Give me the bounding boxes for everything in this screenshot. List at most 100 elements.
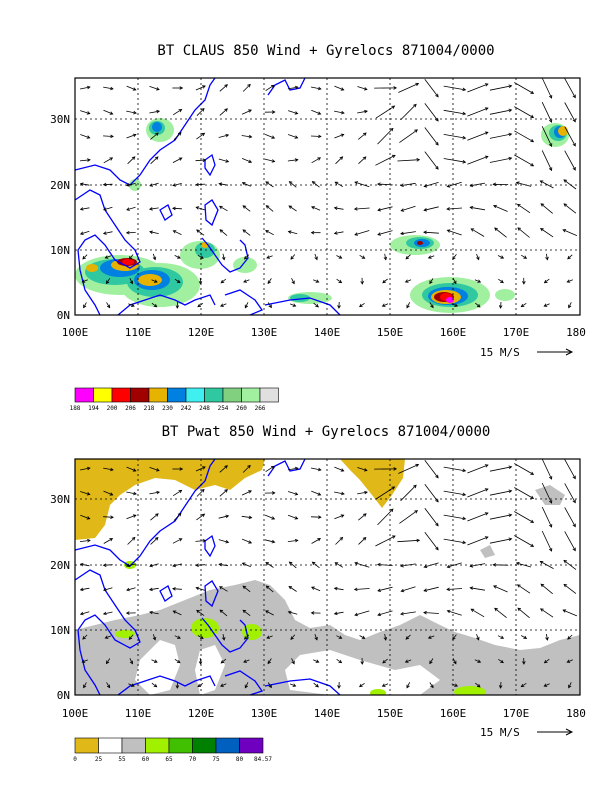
- pwat-field: [75, 459, 580, 695]
- wind-arrow: [172, 489, 183, 497]
- wind-arrow: [564, 102, 576, 123]
- wind-arrow: [567, 254, 573, 260]
- wind-arrow: [475, 682, 481, 688]
- wind-arrow: [149, 230, 159, 235]
- colorbar-label: 260: [236, 405, 247, 412]
- colorbar-label: 60: [142, 756, 150, 763]
- wind-arrow: [265, 610, 274, 616]
- wind-arrow: [242, 609, 251, 617]
- wind-arrow: [498, 301, 503, 309]
- wind-arrow: [494, 227, 507, 238]
- wind-arrow: [149, 109, 161, 114]
- wind-arrow: [220, 683, 227, 687]
- colorbar: 188 194 200 206 218 230 242 248 254 260 266: [70, 387, 279, 412]
- x-tick-label: 110E: [125, 326, 152, 339]
- wind-arrow: [126, 110, 137, 115]
- colorbar-swatch: [74, 737, 99, 754]
- wind-arrow: [493, 204, 508, 212]
- wind-arrow: [264, 539, 276, 544]
- wind-arrow: [241, 515, 253, 520]
- wind-arrow: [377, 230, 393, 236]
- wind-arrow: [264, 158, 276, 163]
- wind-arrow: [541, 506, 553, 528]
- wind-arrow: [128, 634, 134, 640]
- colorbar-swatch: [167, 387, 187, 403]
- colorbar-label: 75: [212, 756, 220, 763]
- wind-arrow: [404, 659, 412, 663]
- wind-arrow: [265, 84, 275, 92]
- wind-arrow: [470, 608, 485, 618]
- colorbar-swatch: [239, 737, 264, 754]
- wind-arrow: [219, 465, 228, 473]
- wind-arrow: [359, 682, 365, 688]
- coastlines: [75, 78, 341, 315]
- wind-arrow: [522, 277, 526, 285]
- colorbar-swatch: [222, 387, 242, 403]
- x-tick-label: 170E: [503, 326, 530, 339]
- wind-arrow: [290, 634, 296, 640]
- wind-arrow: [423, 206, 439, 212]
- wind-arrow: [175, 681, 180, 689]
- wind-arrow: [82, 634, 88, 640]
- wind-arrow: [310, 86, 322, 91]
- wind-arrow: [218, 514, 230, 519]
- colorbar-label: 230: [162, 405, 173, 412]
- wind-arrow: [287, 110, 299, 115]
- wind-arrow: [105, 658, 111, 665]
- wind-arrow: [452, 658, 457, 665]
- wind-arrow: [149, 490, 161, 495]
- wind-arrow: [406, 682, 411, 689]
- wind-arrow: [151, 659, 158, 663]
- wind-arrow: [79, 207, 90, 211]
- wind-arrow: [106, 302, 111, 309]
- wind-arrow: [127, 156, 136, 165]
- wind-arrow: [334, 110, 345, 115]
- wind-arrow: [195, 466, 206, 472]
- colorbar-swatch: [148, 387, 168, 403]
- wind-arrow: [467, 107, 489, 117]
- x-tick-label: 150E: [377, 707, 404, 720]
- wind-arrow: [429, 278, 434, 285]
- wind-arrow: [287, 610, 298, 615]
- colorbar-label: 25: [95, 756, 103, 763]
- wind-arrow: [197, 254, 204, 259]
- wind-arrow: [102, 231, 113, 235]
- wind-arrow: [498, 278, 504, 284]
- wind-arrow: [541, 530, 553, 552]
- wind-arrow: [266, 635, 273, 639]
- wind-arrow: [172, 108, 183, 116]
- wind-arrow: [400, 586, 416, 593]
- wind-arrow: [470, 228, 485, 237]
- wind-arrow: [152, 634, 157, 641]
- wind-arrow: [514, 487, 535, 499]
- y-axis-labels: 0N 10N 20N 30N: [50, 113, 70, 322]
- wind-arrow: [489, 156, 513, 163]
- wind-arrow: [475, 302, 481, 308]
- wind-arrow: [517, 607, 530, 619]
- wind-arrow: [358, 513, 367, 521]
- wind-arrow: [497, 635, 505, 639]
- wind-arrow: [241, 134, 253, 139]
- wind-arrow: [173, 132, 182, 141]
- wind-arrow: [517, 227, 530, 238]
- wind-arrow: [266, 255, 273, 259]
- y-tick-label: 0N: [57, 689, 70, 702]
- wind-arrow: [267, 658, 272, 665]
- wind-arrow: [104, 255, 112, 259]
- wind-arrow: [452, 634, 457, 641]
- wind-arrow: [383, 253, 388, 261]
- wind-arrow: [469, 586, 486, 591]
- wind-arrow: [446, 562, 462, 569]
- wind-arrow: [498, 681, 503, 689]
- wind-arrow: [514, 130, 535, 143]
- wind-arrow: [563, 583, 577, 594]
- wind-arrow: [242, 464, 251, 473]
- wind-arrow: [125, 611, 136, 615]
- colorbar-label: 84.57: [254, 756, 272, 763]
- wind-arrow: [195, 563, 206, 567]
- wind-arrow: [241, 182, 251, 187]
- wind-arrow: [150, 537, 159, 545]
- wind-arrow: [489, 132, 513, 139]
- wind-arrow: [172, 467, 184, 471]
- map-frame: [74, 77, 581, 316]
